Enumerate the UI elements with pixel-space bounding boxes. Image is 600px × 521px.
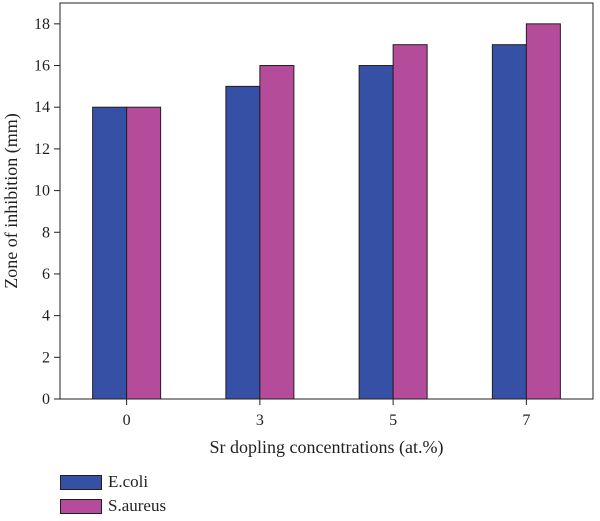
bar-ecoli-3: [225, 85, 261, 400]
bar-ecoli-0: [92, 106, 128, 400]
bar-saureus-5: [392, 44, 428, 400]
bar-saureus-0: [126, 106, 162, 400]
x-tick-label-7: 7: [522, 412, 530, 429]
y-tick-label-8: 8: [42, 224, 50, 241]
y-tick-label-6: 6: [42, 266, 50, 283]
y-tick-label-12: 12: [34, 141, 50, 158]
bar-ecoli-5: [358, 65, 394, 400]
plot-frame: [59, 2, 594, 400]
legend-item-ecoli: E.coli: [60, 470, 166, 494]
x-tick-label-3: 3: [256, 412, 264, 429]
y-tick-label-16: 16: [34, 58, 50, 75]
x-tick-label-0: 0: [123, 412, 131, 429]
x-axis-title: Sr dopling concentrations (at.%): [210, 437, 444, 458]
x-tick-label-5: 5: [389, 412, 397, 429]
y-tick-label-0: 0: [42, 391, 50, 408]
bar-ecoli-7: [491, 44, 527, 400]
y-tick-label-18: 18: [34, 16, 50, 33]
y-tick-label-10: 10: [34, 183, 50, 200]
y-tick-label-2: 2: [42, 349, 50, 366]
legend-label-ecoli: E.coli: [108, 472, 149, 491]
legend-swatch-ecoli: [60, 474, 102, 490]
y-tick-label-14: 14: [34, 99, 50, 116]
legend: E.coli S.aureus: [60, 470, 166, 518]
legend-item-saureus: S.aureus: [60, 494, 166, 518]
bar-saureus-3: [259, 65, 295, 400]
legend-label-saureus: S.aureus: [108, 496, 167, 515]
legend-swatch-saureus: [60, 498, 102, 514]
y-tick-label-4: 4: [42, 308, 50, 325]
y-axis-title: Zone of inhibition (mm): [1, 113, 22, 288]
bar-saureus-7: [525, 23, 561, 400]
